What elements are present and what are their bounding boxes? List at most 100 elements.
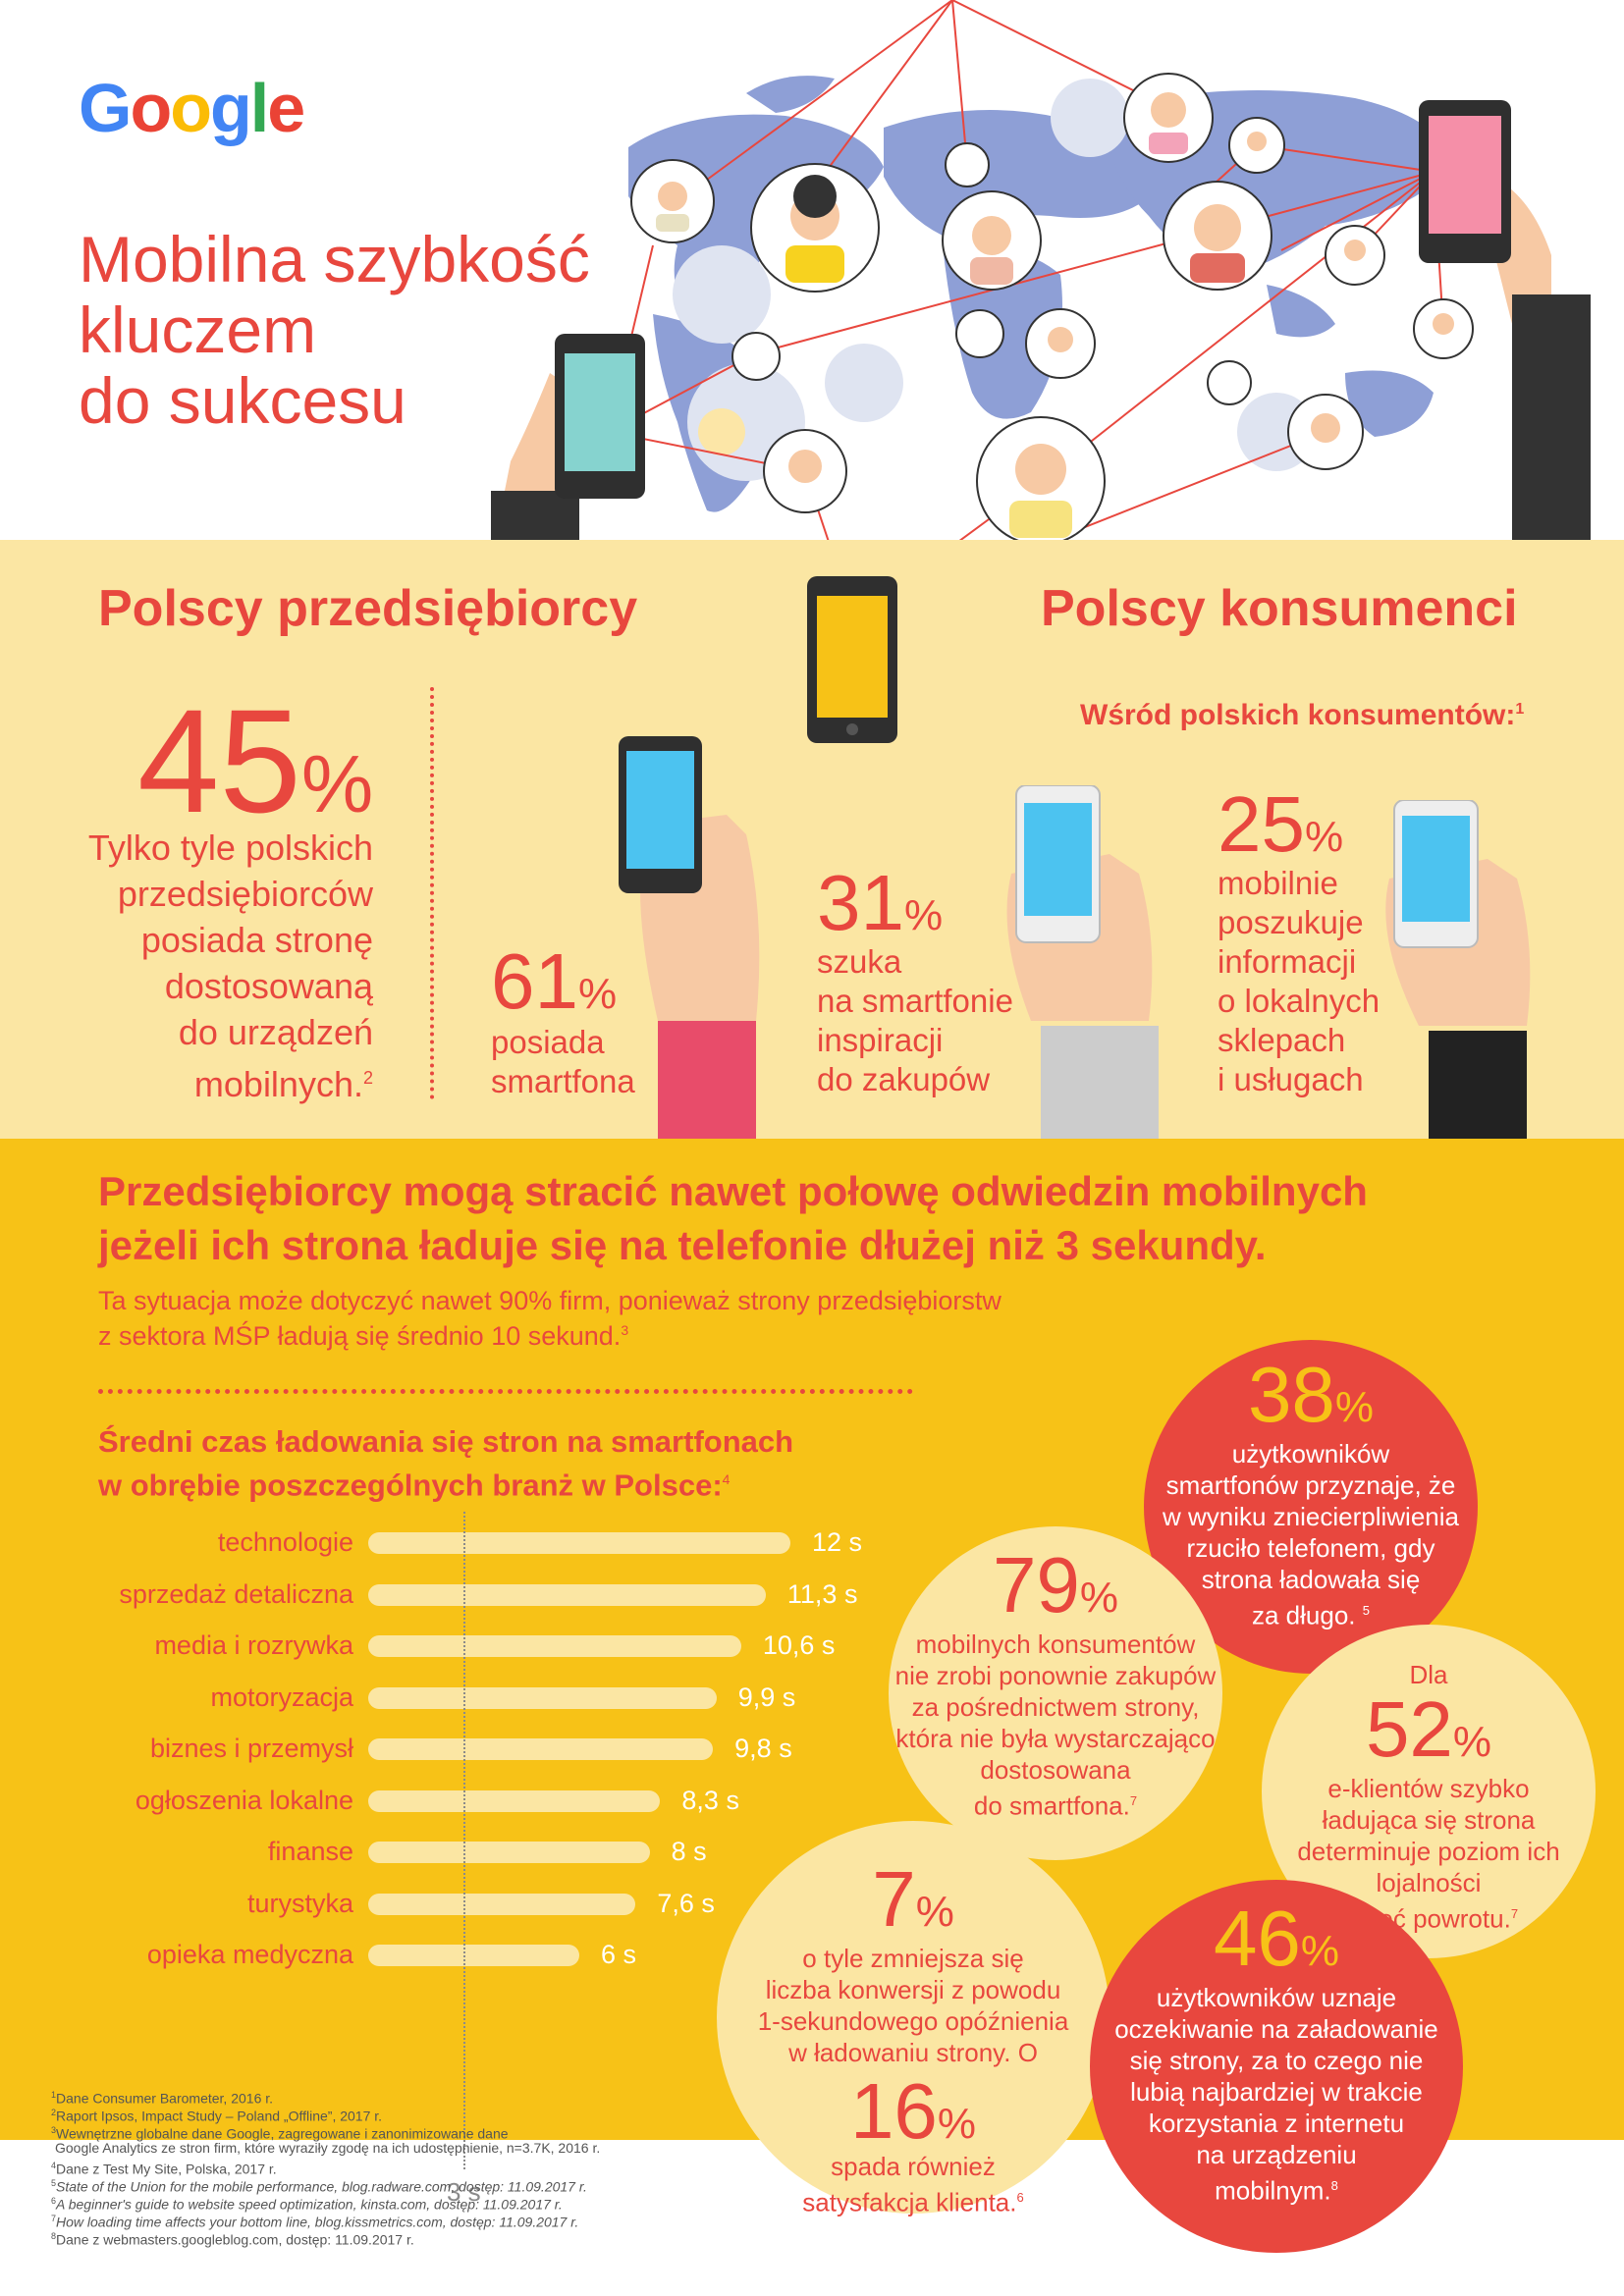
reference-line-label: 3 s — [447, 2177, 481, 2207]
bubble-line: za pośrednictwem strony, — [911, 1692, 1200, 1722]
consumers-heading: Polscy konsumenci — [1041, 580, 1518, 637]
bubble-value: 79 — [992, 1541, 1080, 1629]
bar-chart: technologie 12 s sprzedaż detaliczna 11,3 s… — [0, 1139, 982, 2120]
footnote-num: 7 — [51, 2214, 57, 2223]
bubble-line: w wyniku zniecierpliwienia — [1162, 1502, 1459, 1531]
footnote: 3Wewnętrzne globalne dane Google, zagreg… — [51, 2121, 509, 2143]
footnote-text: Dane Consumer Barometer, 2016 r. — [56, 2090, 274, 2107]
bubble-line: rzuciło telefonem, gdy — [1186, 1533, 1435, 1563]
bar-category-label: ogłoszenia lokalne — [135, 1785, 353, 1815]
logo-letter: g — [209, 70, 252, 146]
stat-45-description: Tylko tyle polskich przedsiębiorców posi… — [39, 825, 373, 1107]
bar — [368, 1686, 717, 1709]
footnote: Google Analytics ze stron firm, które wy… — [55, 2139, 600, 2158]
world-map-illustration — [491, 0, 1591, 540]
warning-headline-line: jeżeli ich strona ładuje się na telefoni… — [98, 1222, 1267, 1268]
bubble-prefix: Dla — [1409, 1660, 1448, 1689]
footnote: 5State of the Union for the mobile perfo… — [51, 2174, 587, 2196]
bar-category-label: finanse — [267, 1837, 353, 1866]
footnote-ref: 6 — [1016, 2190, 1024, 2205]
footnote-ref: 3 — [621, 1322, 629, 1338]
title-line: Mobilna szybkość — [79, 223, 590, 295]
bubble-unit: % — [915, 1888, 954, 1936]
bubble-unit: % — [1079, 1574, 1119, 1622]
bubble-line: dostosowana — [980, 1755, 1131, 1785]
desc-line: informacji — [1218, 943, 1357, 980]
right-phone-hand — [1419, 100, 1591, 540]
bubble-line: na urządzeniu — [1196, 2140, 1357, 2169]
footnote-ref: 7 — [1510, 1906, 1519, 1921]
footnote-ref: 4 — [722, 1471, 731, 1487]
footnote-num: 3 — [51, 2125, 57, 2135]
bar-value-label: 11,3 s — [786, 1578, 858, 1609]
stat-value: 31 — [817, 859, 904, 946]
divider — [98, 1389, 913, 1394]
bar-category-label: motoryzacja — [210, 1682, 353, 1712]
bar-value-label: 10,6 s — [762, 1630, 836, 1660]
footnote-ref: 5 — [1362, 1603, 1370, 1618]
bar-category-label: media i rozrywka — [154, 1630, 353, 1660]
bubble-line: spada również — [831, 2152, 996, 2181]
desc-line: mobilnie — [1218, 865, 1338, 901]
footnote-num: 5 — [51, 2178, 57, 2188]
bubble-line: za długo. — [1252, 1600, 1356, 1630]
title-line: kluczem — [79, 294, 317, 366]
desc-line: na smartfonie — [817, 983, 1013, 1019]
desc-line: dostosowaną — [164, 966, 373, 1006]
desc-line: posiada stronę — [140, 920, 373, 960]
businesses-heading: Polscy przedsiębiorcy — [98, 580, 638, 637]
footnote-text: How loading time affects your bottom lin… — [56, 2214, 579, 2230]
bar-value-label: 9,8 s — [734, 1734, 792, 1763]
footnote-num: 2 — [51, 2108, 57, 2117]
logo-letter: e — [267, 70, 305, 146]
footnote-num: 6 — [51, 2196, 57, 2206]
stat-bubble-79: 79% mobilnych konsumentów nie zrobi pono… — [889, 1526, 1222, 1860]
footnote-text: Google Analytics ze stron firm, które wy… — [55, 2140, 601, 2156]
bar-value-label: 12 s — [812, 1527, 863, 1557]
bar-value-label: 8,3 s — [681, 1785, 739, 1815]
warning-subline: z sektora MŚP ładują się średnio 10 seku… — [98, 1321, 628, 1352]
footnote-num: 4 — [51, 2161, 57, 2170]
page-title: Mobilna szybkość kluczem do sukcesu — [79, 224, 590, 436]
hand-phone-illustration — [1006, 785, 1159, 1139]
bubble-line: w ładowaniu strony. O — [788, 2038, 1038, 2067]
stat-25-description: mobilnie poszukuje informacji o lokalnyc… — [1218, 864, 1380, 1099]
stat-bubble-7: 7% o tyle zmniejsza się liczba konwersji… — [717, 1821, 1110, 2217]
bar-category-label: opieka medyczna — [146, 1940, 353, 1969]
stat-bubble-46: 46% użytkowników uznaje oczekiwanie na z… — [1090, 1880, 1463, 2253]
bubble-line: się strony, za to czego nie — [1129, 2046, 1424, 2075]
bubble-unit: % — [937, 2100, 977, 2148]
stat-value: 45 — [137, 678, 301, 843]
desc-line: sklepach — [1218, 1022, 1346, 1058]
footnote-text: State of the Union for the mobile perfor… — [56, 2178, 587, 2195]
stat-31-value: 31% — [817, 864, 943, 955]
bubble-line: 1-sekundowego opóźnienia — [757, 2006, 1069, 2036]
chart-title-line: w obrębie poszczególnych branż w Polsce: — [98, 1468, 723, 1503]
bar-value-label: 8 s — [671, 1837, 707, 1866]
bar-value-label: 7,6 s — [657, 1888, 715, 1918]
bubble-value: 38 — [1247, 1351, 1335, 1438]
warning-subline: Ta sytuacja może dotyczyć nawet 90% firm… — [98, 1286, 1001, 1315]
bar — [368, 1532, 790, 1554]
chart-title: Średni czas ładowania się stron na smart… — [98, 1423, 793, 1504]
desc-line: Tylko tyle polskich — [87, 828, 373, 868]
bubble-value: 16 — [849, 2067, 938, 2155]
bubble-line: mobilnym. — [1215, 2175, 1331, 2206]
bar — [368, 1893, 636, 1915]
bubble-line: lojalności — [1376, 1868, 1482, 1897]
avatar-faces — [656, 92, 1454, 538]
stat-unit: % — [1304, 813, 1344, 861]
stat-unit: % — [300, 739, 374, 829]
bubble-unit: % — [1334, 1383, 1375, 1431]
footnote-text: Wewnętrzne globalne dane Google, zagrego… — [56, 2125, 509, 2142]
bubble-line: satysfakcja klienta. — [802, 2187, 1017, 2217]
footnote: 1Dane Consumer Barometer, 2016 r. — [51, 2086, 273, 2108]
desc-line: smartfona — [491, 1063, 635, 1099]
logo-letter: o — [130, 70, 172, 146]
bubble-line: użytkowników — [1231, 1439, 1390, 1468]
bar — [368, 1789, 661, 1812]
bubble-line: e-klientów szybko — [1327, 1774, 1530, 1803]
footnote-text: Dane z Test My Site, Polska, 2017 r. — [56, 2161, 277, 2177]
stat-31-description: szuka na smartfonie inspiracji do zakupó… — [817, 942, 1013, 1099]
bar-category-label: turystyka — [246, 1888, 353, 1918]
